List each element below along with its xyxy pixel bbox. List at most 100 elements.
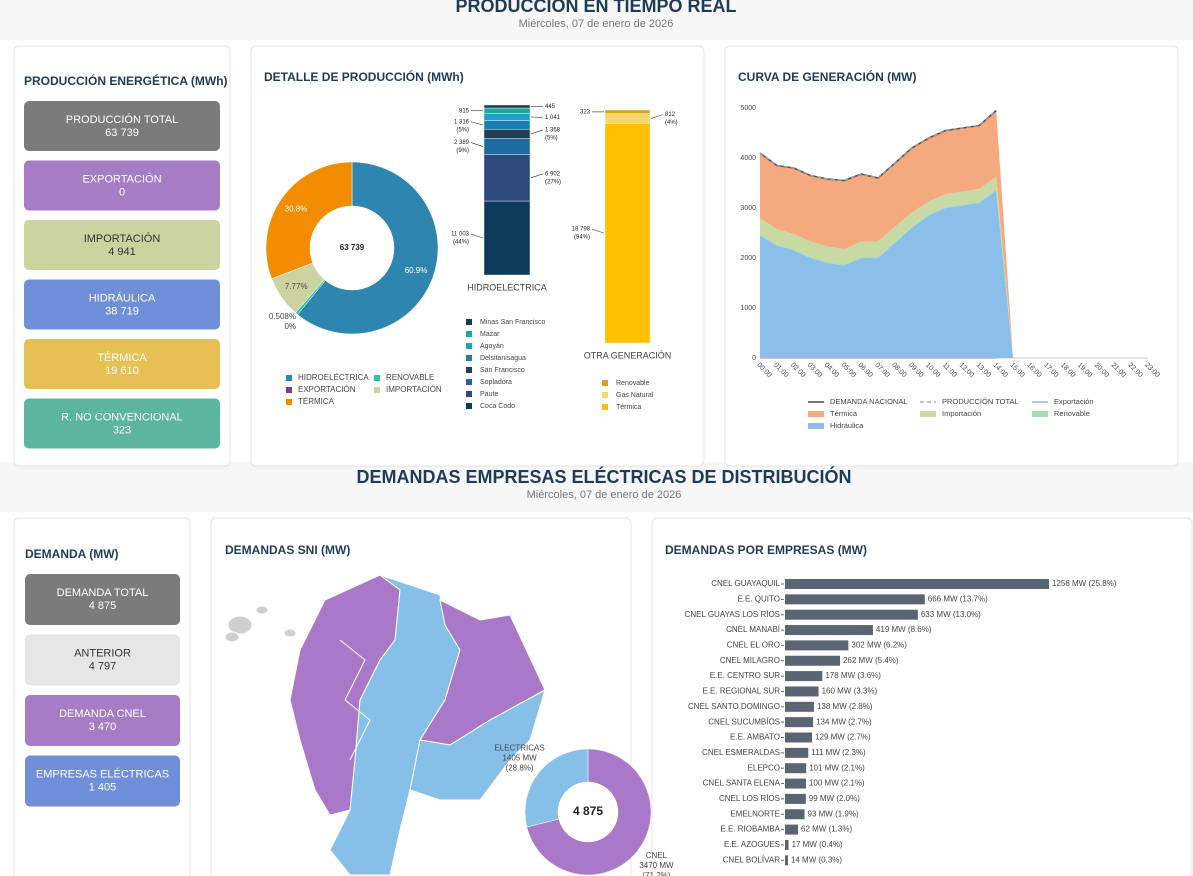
bar-value-label: 160 MW (3.3%) [822, 687, 878, 696]
y-tick-label: CNEL MANABÍ [726, 625, 781, 634]
map [224, 574, 546, 876]
bar-value-label: 129 MW (2.7%) [815, 733, 871, 742]
label-arrow [470, 233, 484, 239]
island [227, 615, 253, 635]
legend-swatch [602, 380, 608, 386]
bar [785, 594, 925, 605]
bar [785, 625, 873, 636]
bar [785, 793, 806, 804]
y-tick-label: 4000 [740, 155, 756, 162]
bar-value-label: 14 MW (0.3%) [791, 855, 842, 864]
kpi-card [24, 101, 220, 151]
y-tick-label: EMELNORTE [730, 809, 780, 818]
legend-swatch [1032, 411, 1048, 417]
kpi-card [24, 398, 220, 449]
kpi-card [24, 339, 220, 389]
bar-value-label: 99 MW (2.0%) [809, 794, 860, 803]
legend-label: Sopladora [480, 379, 512, 386]
legend-swatch [808, 423, 824, 429]
column-label: OTRA GENERACIÓN [584, 350, 672, 360]
segment-value-label: 11 003 [451, 232, 470, 238]
bar [785, 763, 807, 774]
panel-title: DEMANDA (MW) [25, 547, 119, 561]
y-tick-label: 2000 [740, 255, 756, 262]
kpi-value: 3 470 [89, 721, 117, 733]
legend-label: Hidráulica [830, 421, 864, 430]
column-segment [483, 104, 531, 109]
bar-value-label: 138 MW (2.8%) [817, 702, 873, 711]
panel-title: PRODUCCIÓN ENERGÉTICA (MWh) [24, 73, 228, 88]
kpi-card [25, 755, 180, 807]
legend-label: PRODUCCIÓN TOTAL [942, 397, 1019, 406]
donut-center: 4 875 [573, 804, 603, 818]
segment-value-label: 18 798 [572, 227, 591, 233]
kpi-value: 63 739 [105, 127, 139, 139]
bar-value-label: 633 MW (13.0%) [921, 610, 981, 619]
y-tick-label: CNEL ESMERALDAS [702, 748, 780, 757]
bar-value-label: 302 MW (6.2%) [851, 641, 907, 650]
legend-label: Gas Natural [616, 392, 654, 399]
kpi-value: 19 610 [105, 365, 139, 377]
legend-swatch [602, 392, 608, 398]
kpi-label: EXPORTACIÓN [82, 172, 161, 185]
label-arrow [470, 142, 484, 147]
legend-label: Térmica [830, 409, 858, 418]
kpi-label: PRODUCCIÓN TOTAL [66, 113, 178, 126]
label-arrow [530, 173, 544, 179]
y-tick-label: 1000 [740, 305, 756, 312]
kpi-value: 38 719 [105, 305, 139, 317]
legend-label: TÉRMICA [298, 397, 335, 406]
bar-value-label: 419 MW (8.6%) [876, 625, 932, 634]
y-tick-label: 3000 [740, 205, 756, 212]
bar-value-label: 1258 MW (25.8%) [1052, 579, 1117, 588]
y-tick-label: 0 [752, 355, 756, 362]
legend-label: Exportación [1054, 397, 1094, 406]
column-segment [604, 109, 651, 114]
region [409, 688, 546, 801]
column-segment [483, 113, 531, 121]
legend-label: Coca Codo [480, 403, 515, 410]
y-tick-label: E.E. REGIONAL SUR [703, 687, 781, 696]
panel [651, 517, 1193, 876]
kpi-label: ANTERIOR [74, 647, 131, 659]
legend-swatch [466, 391, 472, 397]
slice-label: 7.77% [285, 282, 308, 291]
y-tick-label: CNEL GUAYAS LOS RÍOS [685, 610, 780, 619]
legend-swatch [920, 411, 936, 417]
bar-value-label: 262 MW (5.4%) [843, 656, 899, 665]
legend-swatch [466, 367, 472, 373]
y-tick-label: E.E. RIOBAMBA [720, 825, 780, 834]
bar [785, 732, 813, 743]
legend-label: RENOVABLE [386, 373, 434, 382]
segment-value-label: 812 [665, 112, 676, 118]
segment-share-label: (9%) [456, 148, 469, 154]
legend-label: San Francisco [480, 367, 525, 374]
bar-value-label: 100 MW (2.1%) [809, 779, 865, 788]
legend-swatch [466, 343, 472, 349]
bar-value-label: 178 MW (3.6%) [825, 671, 881, 680]
legend-swatch [466, 355, 472, 361]
segment-value-label: 2 389 [454, 140, 470, 146]
legend-label: Térmica [616, 404, 641, 411]
bar [785, 686, 819, 697]
segment-share-label: (94%) [574, 235, 590, 241]
legend-swatch [466, 319, 472, 325]
kpi-value: 0 [119, 186, 125, 198]
donut-center: 63 739 [340, 243, 365, 252]
segment-value-label: 323 [580, 109, 591, 115]
bar-value-label: 101 MW (2.1%) [809, 763, 865, 772]
kpi-value: 4 941 [108, 246, 136, 258]
label-arrow [470, 121, 484, 126]
kpi-value: 4 797 [89, 660, 117, 672]
bar [785, 671, 823, 682]
page-title: PRODUCCIÓN EN TIEMPO REAL [455, 0, 736, 16]
legend-label: Mazar [480, 331, 500, 338]
panel-title: DETALLE DE PRODUCCIÓN (MWh) [264, 69, 464, 84]
column-segment [483, 129, 531, 139]
segment-share-label: (4%) [665, 120, 678, 126]
y-tick-label: CNEL SUCUMBÍOS [708, 717, 780, 726]
bar-value-label: 93 MW (1.9%) [808, 809, 859, 818]
slice-label: 0% [284, 322, 296, 331]
slice-value-label: 3470 MW [639, 861, 674, 870]
kpi-card [25, 574, 180, 625]
